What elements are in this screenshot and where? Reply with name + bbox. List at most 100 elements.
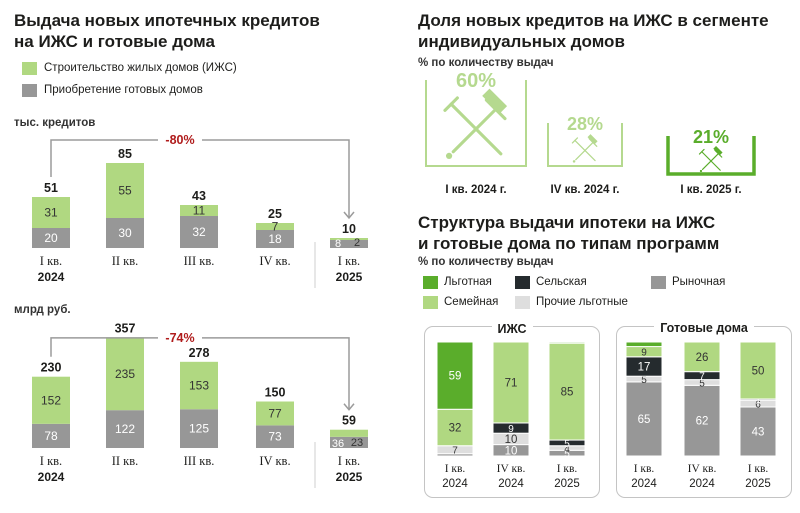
money-cat-3: IV кв. [259, 454, 290, 468]
legend-preferential-swatch [423, 276, 438, 289]
count-annotation: -80% [165, 133, 194, 147]
money-label-ready-1: 122 [115, 422, 135, 436]
igs-struct-seg-2-4 [548, 341, 586, 344]
money-total-1: 357 [115, 321, 136, 335]
count-cat-4: I кв. [338, 254, 360, 268]
count-label-igs-4: 2 [354, 237, 360, 249]
money-year-0: 2024 [38, 470, 65, 484]
count-cat-3: IV кв. [259, 254, 290, 268]
count-bar-igs-2 [180, 205, 218, 216]
share-title: Доля новых кредитов на ИЖС в сегменте ин… [418, 10, 769, 52]
ready-struct-seg-1-3 [683, 341, 721, 373]
igs-struct-seg-2-3 [548, 342, 586, 441]
igs-struct-label-2-2: 5 [564, 439, 570, 450]
ready-struct-cat-0: I кв. [634, 463, 655, 475]
money-bar-ready-4 [330, 436, 368, 448]
count-bar-ready-2 [180, 216, 218, 248]
ready-struct-year-1: 2024 [689, 478, 715, 490]
share-value-bg-2 [687, 126, 735, 146]
legend-other-label: Прочие льготные [536, 296, 628, 308]
count-bar-ready-4 [330, 240, 368, 248]
count-label-ready-2: 32 [192, 225, 206, 239]
money-bar-ready-1 [106, 410, 144, 448]
left-title-line2: на ИЖС и готовые дома [14, 32, 215, 51]
count-label-igs-1: 55 [118, 184, 132, 198]
ready-struct-label-1-0: 62 [696, 416, 709, 428]
money-label-igs-3: 77 [268, 406, 282, 420]
share-title-line2: индивидуальных домов [418, 32, 625, 51]
igs-struct-cat-2: I кв. [557, 463, 578, 475]
share-box-2 [666, 136, 756, 176]
unit-count-label: тыс. кредитов [14, 117, 96, 129]
ready-struct-label-0-1: 5 [641, 375, 647, 386]
panel-igs-title: ИЖС [491, 322, 533, 336]
hammer-wrench-icon-0 [443, 88, 508, 160]
share-chart: 60% I кв. 2024 г. 28% IV кв. 2024 г. 21% I… [425, 70, 756, 196]
money-total-2: 278 [189, 346, 210, 360]
igs-struct-label-0-4: 59 [449, 371, 462, 383]
ready-struct-year-0: 2024 [631, 478, 657, 490]
count-cat-1: II кв. [112, 254, 139, 268]
legend-rural-swatch [515, 276, 530, 289]
money-label-igs-2: 153 [189, 379, 209, 393]
count-total-2: 43 [192, 189, 206, 203]
igs-struct-label-1-0: 10 [505, 445, 518, 457]
money-label-igs-4: 23 [351, 437, 363, 449]
ready-struct-label-0-3: 9 [641, 348, 647, 359]
ready-struct-label-2-2: 1 [755, 396, 761, 407]
ready-struct-seg-0-4 [625, 341, 663, 348]
share-cat-2: I кв. 2025 г. [680, 184, 741, 196]
money-label-igs-1: 235 [115, 367, 135, 381]
ready-struct-cat-2: I кв. [748, 463, 769, 475]
legend-other-swatch [515, 296, 530, 309]
count-total-0: 51 [44, 181, 58, 195]
ready-struct-label-2-0: 43 [752, 426, 765, 438]
panel-ready-title: Готовые дома [654, 321, 754, 335]
money-drop-arrow [343, 403, 355, 411]
ready-struct-seg-1-0 [683, 384, 721, 457]
legend-family-swatch [423, 296, 438, 309]
structure-title: Структура выдачи ипотеки на ИЖС и готовы… [418, 212, 719, 254]
money-bar-igs-4 [330, 429, 368, 437]
share-value-2: 21% [693, 127, 729, 147]
money-bar-igs-0 [32, 376, 70, 424]
igs-struct-label-1-3: 71 [505, 377, 518, 389]
money-year-4: 2025 [336, 470, 363, 484]
money-bar-igs-3 [256, 401, 294, 426]
igs-struct-label-1-2: 9 [508, 424, 514, 435]
count-cat-2: III кв. [184, 254, 215, 268]
count-year-0: 2024 [38, 270, 65, 284]
hammer-wrench-icon-1 [571, 134, 598, 163]
igs-struct-year-0: 2024 [442, 478, 468, 490]
legend-market-label: Рыночная [672, 276, 726, 288]
count-label-igs-3: 7 [272, 220, 279, 234]
money-annotation: -74% [165, 331, 194, 345]
legend-rural-label: Сельская [536, 276, 587, 288]
share-subtitle: % по количеству выдач [418, 57, 554, 69]
structure-subtitle: % по количеству выдач [418, 256, 554, 268]
legend-family-label: Семейная [444, 296, 499, 308]
money-bar-igs-2 [180, 361, 218, 410]
count-label-ready-1: 30 [118, 226, 132, 240]
igs-struct-seg-1-3 [492, 341, 530, 424]
count-year-4: 2025 [336, 270, 363, 284]
count-label-ready-3: 18 [268, 232, 282, 246]
share-value-bg-0 [452, 70, 500, 90]
ready-struct-label-1-1: 5 [699, 378, 705, 389]
igs-struct-seg-0-4 [436, 341, 474, 410]
ready-struct-seg-2-3 [739, 341, 777, 400]
share-box-1 [547, 123, 623, 167]
igs-struct-label-1-1: 10 [505, 434, 518, 446]
ready-struct-label-1-3: 26 [696, 352, 709, 364]
count-drop-arrow [343, 211, 355, 220]
money-cat-1: II кв. [112, 454, 139, 468]
igs-struct-label-2-1: 4 [564, 444, 570, 455]
money-bar-ready-0 [32, 423, 70, 448]
count-label-ready-0: 20 [44, 231, 58, 245]
legend-preferential-label: Льготная [444, 276, 492, 288]
count-annotation-bg [158, 131, 202, 149]
share-value-0: 60% [456, 70, 496, 92]
count-total-4: 10 [342, 222, 356, 236]
igs-struct-cat-1: IV кв. [497, 463, 526, 475]
